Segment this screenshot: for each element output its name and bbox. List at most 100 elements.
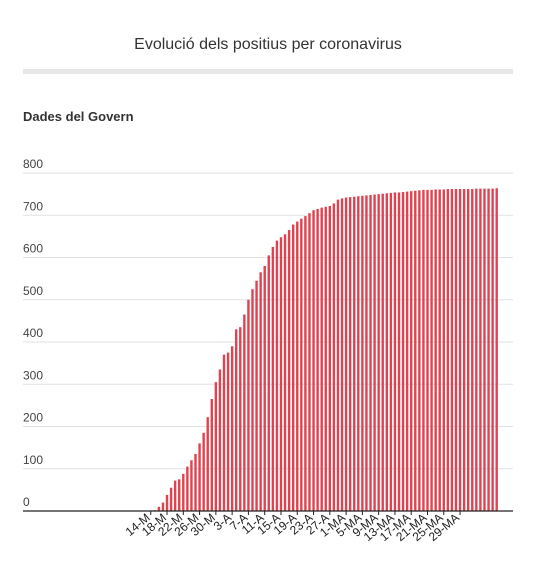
bar [283,234,287,511]
bar [161,502,165,511]
title-divider [23,69,513,74]
bar [279,237,283,511]
bar [271,246,275,511]
bar [434,189,437,512]
bar [165,494,169,511]
bar [202,432,205,511]
bar [353,196,356,511]
bar [173,480,177,511]
bar [344,197,348,511]
bar [308,213,311,511]
bar [389,192,393,512]
bar [462,189,466,511]
bar [267,255,270,511]
y-tick-label: 600 [23,242,43,256]
bar [210,399,213,511]
bar [369,194,372,511]
bar [422,189,425,511]
y-tick-label: 0 [23,495,30,509]
bar [348,197,352,511]
bar [381,193,384,511]
bar [255,280,258,511]
bar [418,190,421,511]
bar [235,329,238,511]
bar [291,224,295,512]
bar [471,189,474,511]
bar [401,192,405,511]
y-axis-labels: 0 100 200 300 400 500 600 700 800 [23,157,43,509]
y-tick-label: 400 [23,326,43,340]
bar [198,443,201,511]
bar [186,466,189,511]
bar [230,346,234,511]
bar [332,203,336,512]
bar [259,272,262,511]
bar [373,194,376,512]
bar [458,189,462,511]
bar [336,199,340,511]
bar [243,314,246,511]
bar [430,189,433,511]
bar [450,189,454,511]
bar [446,189,450,511]
bar [194,453,197,511]
bar [491,188,494,511]
bar [405,191,409,511]
bar [414,190,417,511]
bar [410,191,413,512]
bar [357,196,360,512]
bar [385,193,388,511]
bar [320,207,323,511]
y-tick-label: 300 [23,368,43,382]
bar [169,487,173,511]
bar [157,506,161,511]
bar [426,189,429,511]
bar [296,221,299,511]
y-tick-label: 200 [23,411,43,425]
bar [316,208,319,511]
bar [397,192,401,511]
bar [467,189,470,511]
bar [275,240,279,511]
bar [483,188,486,511]
bar [324,206,327,512]
bar [226,352,230,511]
bar [263,265,266,511]
bar [247,299,250,511]
bar [328,205,332,511]
bar [222,354,226,511]
bar [304,216,307,511]
bar [251,289,254,511]
bar [487,188,490,511]
bar [340,198,344,511]
bar [300,218,303,511]
bar [218,369,222,511]
bar [438,189,441,512]
bar [178,479,181,511]
bar [214,382,218,511]
bar [361,195,364,511]
bar [190,460,193,511]
bar [206,417,209,511]
chart-title: Evolució dels positius per coronavirus [134,36,402,53]
bar [182,473,185,511]
bar [393,192,397,511]
bar [454,189,458,511]
bar [495,188,498,511]
bar [442,189,445,512]
y-tick-label: 500 [23,284,43,298]
chart-subtitle: Dades del Govern [23,109,134,124]
bar [239,327,242,511]
y-tick-label: 700 [23,199,43,213]
bar-series [153,188,498,512]
bar [377,194,380,512]
x-axis: 14-M18-M22-M26-M30-M3-A7-A11-A15-A19-A23… [23,510,513,544]
bar [365,195,368,511]
y-tick-label: 100 [23,453,43,467]
bar [287,230,291,512]
bar [312,210,315,511]
bar [479,188,482,511]
bar [475,188,478,511]
y-tick-label: 800 [23,157,43,171]
